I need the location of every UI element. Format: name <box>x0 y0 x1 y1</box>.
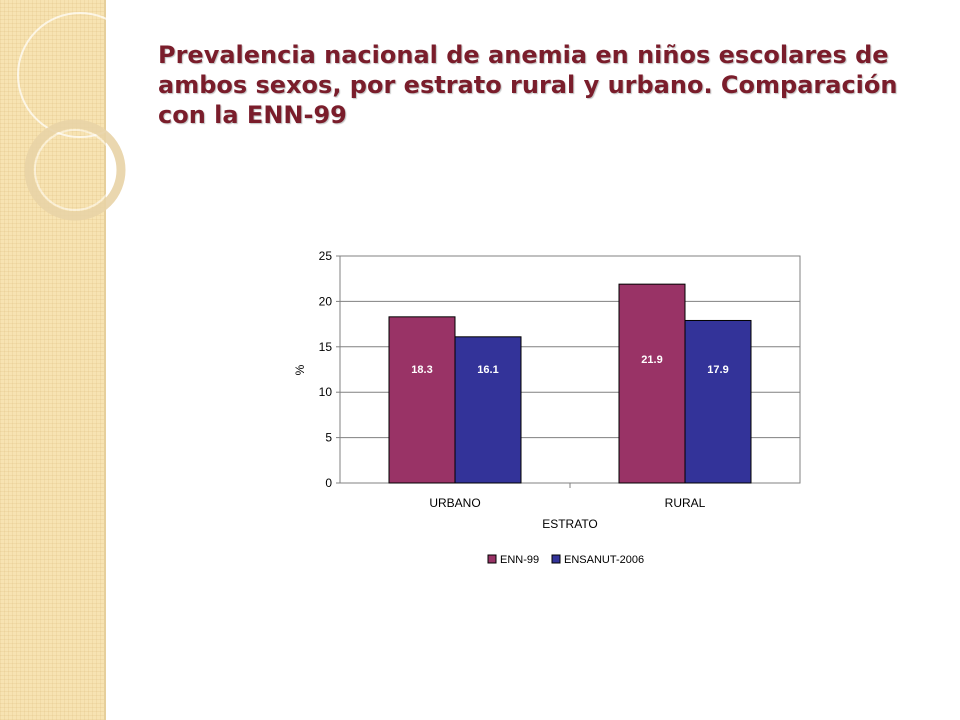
legend-label: ENN-99 <box>500 554 539 566</box>
y-tick-label: 15 <box>319 340 333 354</box>
y-tick-label: 5 <box>325 431 332 445</box>
x-axis-label: ESTRATO <box>542 517 598 531</box>
bar-data-label: 16.1 <box>477 364 498 376</box>
plot-area <box>339 255 801 484</box>
y-tick-label: 0 <box>325 476 332 490</box>
bar-enn-99-urbano <box>388 316 456 484</box>
x-tick-label: URBANO <box>429 496 480 510</box>
decorative-circle-ring-inner <box>34 129 116 211</box>
decorative-sidebar <box>0 0 106 720</box>
decorative-circles <box>17 12 140 221</box>
legend-label: ENSANUT-2006 <box>564 554 644 566</box>
y-tick-label: 20 <box>319 294 333 308</box>
bar-data-labels: 18.3 16.1 21.9 17.9 <box>411 354 728 376</box>
x-axis-tick-labels: URBANO RURAL <box>429 496 705 510</box>
bar-data-label: 21.9 <box>641 354 662 366</box>
y-tick-label: 10 <box>319 385 333 399</box>
decorative-circle-ring <box>24 119 126 221</box>
bar-ensanut-2006-rural <box>684 319 752 484</box>
y-axis-tick-labels: 0 5 10 15 20 25 <box>319 249 333 490</box>
y-tick-label: 25 <box>319 249 333 263</box>
bar-data-label: 17.9 <box>707 364 728 376</box>
bar-enn-99-rural <box>618 283 686 484</box>
decorative-circle-large <box>17 12 140 138</box>
x-tick-label: RURAL <box>665 496 706 510</box>
bar-ensanut-2006-urbano <box>454 336 522 484</box>
chart-bars <box>388 283 752 484</box>
y-axis-label: % <box>293 364 307 375</box>
chart-legend: ENN-99 ENSANUT-2006 <box>487 554 644 566</box>
slide-title: Prevalencia nacional de anemia en niños … <box>158 41 898 129</box>
legend-swatch <box>487 554 497 564</box>
bar-data-label: 18.3 <box>411 364 432 376</box>
legend-swatch <box>551 554 561 564</box>
